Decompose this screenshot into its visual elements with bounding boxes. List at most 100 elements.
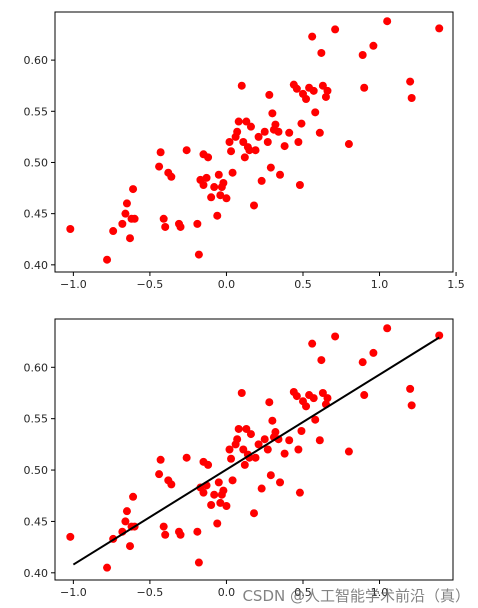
data-point [216, 191, 225, 200]
data-point [318, 388, 327, 397]
data-point [265, 90, 274, 99]
data-point [317, 48, 326, 57]
y-tick-label: 0.55 [24, 413, 49, 426]
y-tick-label: 0.45 [24, 515, 49, 528]
data-point [274, 435, 283, 444]
data-point [268, 416, 277, 425]
data-point [199, 488, 208, 497]
data-point [159, 214, 168, 223]
plot-frame [54, 318, 454, 581]
data-point [292, 392, 301, 401]
data-point [358, 358, 367, 367]
data-point [331, 332, 340, 341]
data-point [271, 428, 280, 437]
data-point [311, 415, 320, 424]
data-point [233, 435, 242, 444]
data-point [369, 348, 378, 357]
data-point [260, 127, 269, 136]
y-tick-label: 0.55 [24, 105, 49, 118]
data-point [222, 502, 231, 511]
data-point [292, 84, 301, 93]
data-point [323, 86, 332, 95]
x-tick-label: 0.0 [218, 278, 236, 291]
data-point [263, 445, 272, 454]
data-point [204, 153, 213, 162]
data-point [331, 25, 340, 34]
data-point [383, 17, 392, 26]
data-point [297, 427, 306, 436]
data-point [271, 120, 280, 129]
data-point [280, 142, 289, 151]
data-point [219, 178, 228, 187]
data-point [129, 185, 138, 194]
x-tick-label: −0.5 [137, 278, 164, 291]
data-point [435, 24, 444, 33]
data-point [242, 424, 251, 433]
data-point [167, 172, 176, 181]
data-point [257, 176, 266, 185]
data-point [302, 95, 311, 104]
y-tick-label: 0.50 [24, 464, 49, 477]
data-point [239, 445, 248, 454]
data-point [194, 250, 203, 259]
data-point [66, 532, 75, 541]
data-point [250, 201, 258, 210]
data-point [344, 140, 353, 149]
x-tick-label: 0.5 [294, 278, 312, 291]
data-point [263, 138, 272, 146]
data-point [302, 402, 311, 411]
data-point [294, 138, 303, 146]
data-point [213, 211, 222, 220]
data-point [383, 324, 392, 333]
y-tick-label: 0.40 [24, 259, 49, 272]
data-point [103, 563, 112, 572]
data-point [276, 478, 285, 487]
data-point [245, 146, 254, 155]
regression-line [72, 336, 440, 566]
data-point [276, 170, 285, 179]
data-point [311, 108, 320, 117]
data-point [199, 180, 208, 189]
data-point [309, 394, 318, 403]
data-point [308, 339, 317, 348]
data-point [176, 222, 185, 231]
x-tick-label: 1.5 [447, 278, 465, 291]
data-point [240, 153, 249, 162]
data-point [406, 384, 415, 393]
data-point [317, 356, 326, 365]
data-point [126, 234, 135, 243]
data-point [280, 449, 289, 458]
data-point [207, 193, 216, 202]
data-point [222, 194, 231, 203]
top-scatter-plot: −1.0 −0.5 0.0 0.5 1.0 1.5 0.40 0.45 0.50 0.55 0.60 [24, 11, 465, 291]
data-point [155, 470, 164, 479]
data-point [216, 498, 225, 507]
data-point [213, 519, 222, 528]
data-point [156, 148, 165, 157]
data-point [194, 558, 203, 567]
data-point [268, 109, 277, 118]
data-point [246, 430, 255, 439]
data-point [234, 424, 243, 433]
data-point [407, 93, 416, 102]
data-point [254, 132, 263, 141]
data-point [406, 77, 415, 86]
data-point [435, 331, 444, 340]
data-point [285, 128, 294, 137]
data-point [246, 122, 255, 131]
data-point [225, 138, 234, 146]
data-point [266, 163, 275, 172]
data-point [309, 86, 318, 95]
data-point [210, 183, 219, 192]
data-point [251, 453, 260, 462]
x-tick-label: −1.0 [60, 278, 87, 291]
y-tick-label: 0.60 [24, 361, 49, 374]
data-point [121, 209, 130, 218]
data-point [207, 500, 216, 509]
data-point [318, 81, 327, 90]
data-point [227, 454, 236, 463]
data-point [121, 517, 130, 526]
data-point [237, 388, 246, 397]
data-point [122, 507, 131, 516]
data-point [126, 542, 135, 551]
